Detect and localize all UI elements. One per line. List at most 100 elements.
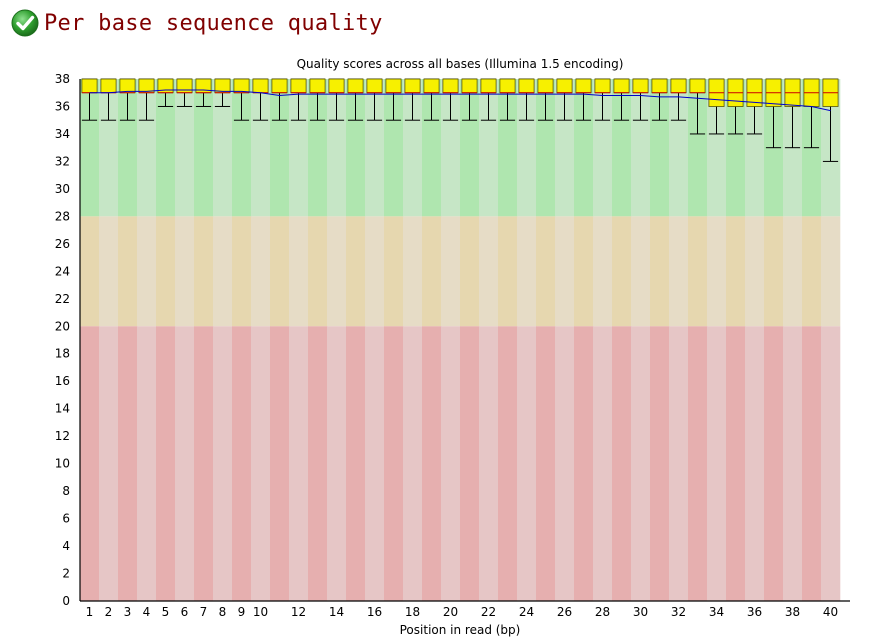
zone-band — [745, 216, 765, 327]
zone-band — [137, 326, 157, 601]
zone-band — [593, 326, 613, 601]
x-tick-label: 30 — [633, 605, 648, 619]
zone-band — [194, 79, 214, 217]
zone-band — [688, 216, 708, 327]
zone-band — [156, 79, 176, 217]
zone-band — [422, 326, 442, 601]
iqr-box — [119, 78, 136, 94]
zone-band — [403, 79, 423, 217]
check-circle-icon — [11, 9, 39, 37]
zone-band — [460, 326, 480, 601]
x-tick-label: 22 — [481, 605, 496, 619]
iqr-box — [632, 78, 649, 94]
y-tick-label: 12 — [55, 429, 70, 443]
x-tick-label: 2 — [105, 605, 113, 619]
zone-band — [346, 216, 366, 327]
zone-band — [327, 326, 347, 601]
zone-band — [498, 216, 518, 327]
zone-band — [232, 79, 252, 217]
zone-band — [517, 216, 537, 327]
zone-band — [555, 216, 575, 327]
chart-title: Quality scores across all bases (Illumin… — [297, 57, 624, 71]
zone-band — [707, 79, 727, 217]
zone-band — [346, 326, 366, 601]
x-axis-label: Position in read (bp) — [400, 623, 521, 637]
zone-band — [327, 216, 347, 327]
x-tick-label: 26 — [557, 605, 572, 619]
zone-band — [441, 216, 461, 327]
zone-band — [213, 79, 233, 217]
x-tick-label: 4 — [143, 605, 151, 619]
zone-band — [460, 216, 480, 327]
zone-band — [726, 79, 746, 217]
iqr-box — [556, 78, 573, 94]
zone-band — [289, 216, 309, 327]
iqr-box — [347, 78, 364, 94]
zone-band — [707, 216, 727, 327]
y-tick-label: 18 — [55, 347, 70, 361]
zone-band — [251, 216, 271, 327]
iqr-box — [233, 78, 250, 94]
x-tick-label: 1 — [86, 605, 94, 619]
zone-band — [612, 326, 632, 601]
zone-band — [365, 216, 385, 327]
zone-band — [403, 326, 423, 601]
zone-band — [327, 79, 347, 217]
zone-band — [99, 326, 119, 601]
zone-band — [422, 216, 442, 327]
zone-band — [365, 79, 385, 217]
zone-band — [764, 216, 784, 327]
y-tick-label: 4 — [62, 539, 70, 553]
zone-band — [498, 79, 518, 217]
y-tick-label: 34 — [55, 127, 70, 141]
zone-band — [574, 79, 594, 217]
zone-band — [631, 79, 651, 217]
x-tick-label: 10 — [253, 605, 268, 619]
x-tick-label: 3 — [124, 605, 132, 619]
zone-band — [536, 216, 556, 327]
zone-band — [479, 326, 499, 601]
zone-band — [118, 326, 138, 601]
box-series — [81, 78, 839, 162]
x-tick-label: 5 — [162, 605, 170, 619]
zone-band — [384, 79, 404, 217]
y-tick-label: 32 — [55, 154, 70, 168]
zone-band — [574, 216, 594, 327]
iqr-box — [366, 78, 383, 94]
y-tick-label: 22 — [55, 292, 70, 306]
zone-band — [270, 216, 290, 327]
zone-band — [308, 216, 328, 327]
zone-band — [346, 79, 366, 217]
zone-band — [308, 79, 328, 217]
zone-band — [783, 326, 803, 601]
iqr-box — [480, 78, 497, 94]
zone-band — [441, 79, 461, 217]
iqr-box — [537, 78, 554, 94]
page-header: Per base sequence quality — [10, 3, 383, 43]
zone-band — [745, 326, 765, 601]
zone-band — [232, 326, 252, 601]
zone-band — [175, 216, 195, 327]
zone-band — [232, 216, 252, 327]
zone-band — [802, 326, 822, 601]
zone-band — [118, 216, 138, 327]
y-tick-label: 20 — [55, 319, 70, 333]
x-tick-label: 32 — [671, 605, 686, 619]
x-tick-label: 38 — [785, 605, 800, 619]
iqr-box — [689, 78, 706, 94]
zone-band — [612, 79, 632, 217]
x-tick-label: 36 — [747, 605, 762, 619]
zone-band — [821, 216, 841, 327]
x-tick-label: 24 — [519, 605, 534, 619]
x-tick-label: 12 — [291, 605, 306, 619]
y-tick-label: 16 — [55, 374, 70, 388]
iqr-box — [271, 78, 288, 94]
iqr-box — [328, 78, 345, 94]
x-tick-label: 14 — [329, 605, 344, 619]
zone-band — [688, 326, 708, 601]
y-tick-label: 30 — [55, 182, 70, 196]
zone-band — [574, 326, 594, 601]
y-tick-label: 2 — [62, 567, 70, 581]
